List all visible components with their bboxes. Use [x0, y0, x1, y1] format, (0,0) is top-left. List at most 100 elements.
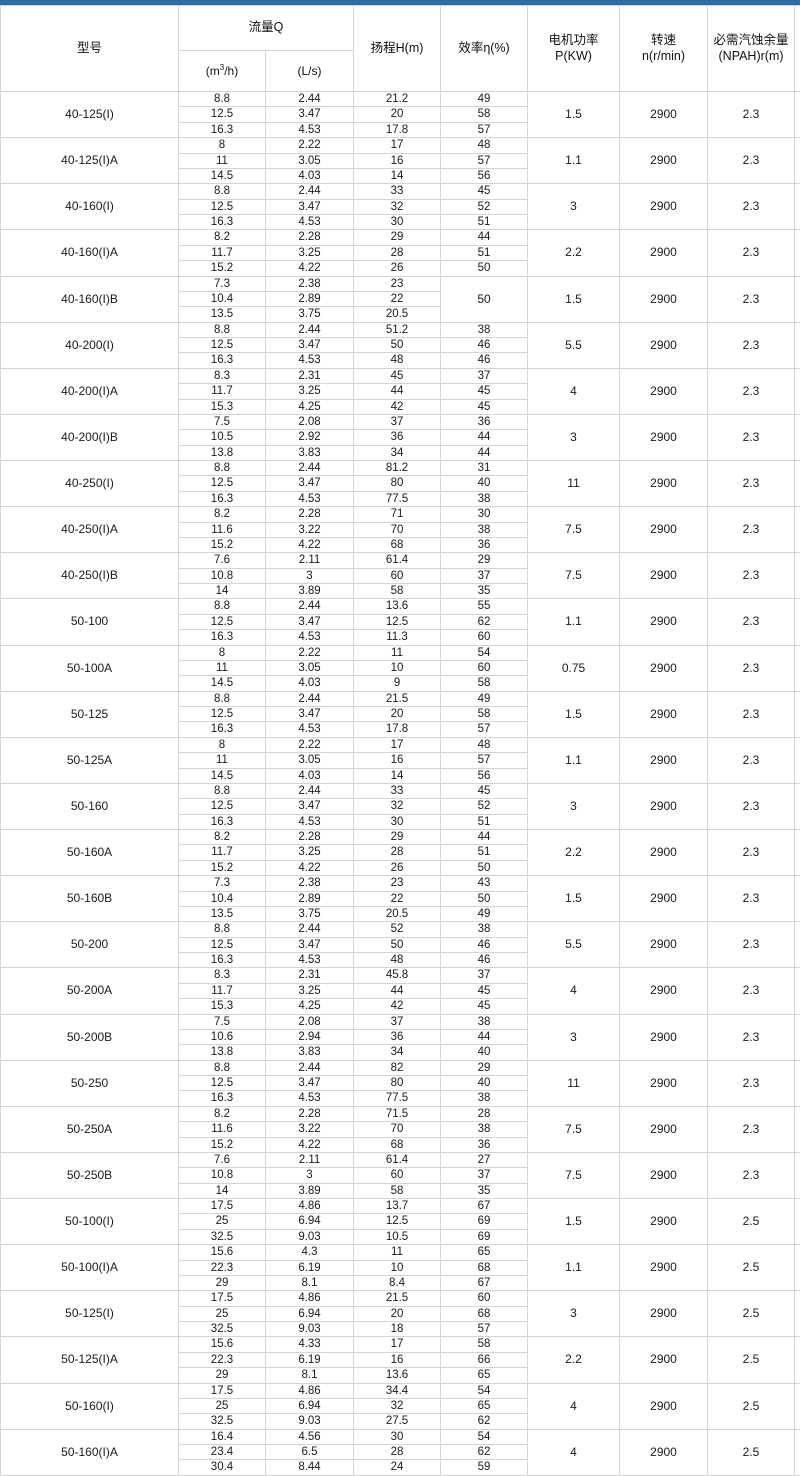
cell-head: 17 — [354, 1337, 441, 1352]
cell-efficiency: 29 — [441, 553, 528, 568]
cell-model: 50-125 — [1, 691, 179, 737]
cell-flow-ls: 2.89 — [266, 291, 354, 306]
cell-efficiency: 36 — [441, 537, 528, 552]
cell-head: 29 — [354, 230, 441, 245]
cell-weight: 116 — [795, 1106, 800, 1152]
cell-npsh: 2.3 — [708, 184, 795, 230]
cell-model: 40-200(I) — [1, 322, 179, 368]
cell-head: 33 — [354, 783, 441, 798]
cell-efficiency: 37 — [441, 368, 528, 383]
cell-flow-m3h: 15.3 — [179, 999, 266, 1014]
cell-efficiency: 38 — [441, 491, 528, 506]
cell-weight: 35 — [795, 138, 800, 184]
cell-head: 14 — [354, 768, 441, 783]
cell-weight: 65 — [795, 414, 800, 460]
cell-flow-m3h: 8 — [179, 645, 266, 660]
cell-flow-m3h: 14 — [179, 1183, 266, 1198]
cell-head: 13.7 — [354, 1199, 441, 1214]
cell-flow-ls: 3.83 — [266, 445, 354, 460]
cell-flow-ls: 3.05 — [266, 153, 354, 168]
cell-efficiency: 65 — [441, 1398, 528, 1413]
cell-power: 1.5 — [528, 691, 620, 737]
cell-npsh: 2.5 — [708, 1383, 795, 1429]
cell-flow-ls: 3.22 — [266, 1122, 354, 1137]
cell-flow-m3h: 8.8 — [179, 691, 266, 706]
cell-head: 8.4 — [354, 1275, 441, 1290]
cell-efficiency: 45 — [441, 783, 528, 798]
cell-flow-m3h: 15.2 — [179, 860, 266, 875]
cell-head: 29 — [354, 830, 441, 845]
cell-head: 34.4 — [354, 1383, 441, 1398]
cell-flow-m3h: 12.5 — [179, 614, 266, 629]
cell-flow-m3h: 12.5 — [179, 338, 266, 353]
cell-efficiency: 28 — [441, 1106, 528, 1121]
cell-efficiency: 57 — [441, 1322, 528, 1337]
cell-model: 50-100(I)A — [1, 1245, 179, 1291]
cell-flow-ls: 9.03 — [266, 1322, 354, 1337]
cell-flow-m3h: 16.4 — [179, 1429, 266, 1444]
cell-head: 45.8 — [354, 968, 441, 983]
cell-flow-m3h: 16.3 — [179, 122, 266, 137]
cell-flow-ls: 4.53 — [266, 953, 354, 968]
header-power-line2: P(KW) — [528, 49, 619, 65]
cell-power: 1.1 — [528, 1245, 620, 1291]
cell-flow-m3h: 17.5 — [179, 1199, 266, 1214]
cell-npsh: 2.5 — [708, 1429, 795, 1475]
cell-efficiency: 45 — [441, 399, 528, 414]
cell-flow-m3h: 29 — [179, 1368, 266, 1383]
cell-head: 14 — [354, 168, 441, 183]
cell-flow-m3h: 16.3 — [179, 722, 266, 737]
cell-head: 11 — [354, 1245, 441, 1260]
cell-efficiency: 37 — [441, 968, 528, 983]
cell-flow-ls: 3.47 — [266, 199, 354, 214]
cell-efficiency: 49 — [441, 906, 528, 921]
cell-flow-m3h: 7.6 — [179, 553, 266, 568]
cell-efficiency: 62 — [441, 614, 528, 629]
cell-model: 40-250(I)A — [1, 507, 179, 553]
cell-efficiency: 38 — [441, 1122, 528, 1137]
cell-flow-ls: 3.75 — [266, 307, 354, 322]
cell-efficiency: 58 — [441, 1337, 528, 1352]
cell-head: 37 — [354, 414, 441, 429]
cell-flow-m3h: 16.3 — [179, 953, 266, 968]
cell-speed: 2900 — [620, 184, 708, 230]
cell-model: 40-160(I)B — [1, 276, 179, 322]
cell-flow-m3h: 29 — [179, 1275, 266, 1290]
cell-head: 11.3 — [354, 630, 441, 645]
cell-flow-m3h: 16.3 — [179, 215, 266, 230]
cell-head: 77.5 — [354, 1091, 441, 1106]
cell-flow-m3h: 32.5 — [179, 1322, 266, 1337]
cell-flow-m3h: 12.5 — [179, 476, 266, 491]
cell-flow-m3h: 11 — [179, 753, 266, 768]
cell-efficiency: 60 — [441, 1291, 528, 1306]
cell-flow-m3h: 16.3 — [179, 491, 266, 506]
cell-weight: 43 — [795, 1199, 800, 1245]
cell-head: 68 — [354, 1137, 441, 1152]
cell-flow-m3h: 10.8 — [179, 568, 266, 583]
cell-flow-m3h: 14.5 — [179, 676, 266, 691]
cell-head: 28 — [354, 845, 441, 860]
cell-head: 48 — [354, 353, 441, 368]
cell-efficiency: 46 — [441, 353, 528, 368]
cell-model: 40-250(I) — [1, 461, 179, 507]
cell-npsh: 2.3 — [708, 507, 795, 553]
cell-head: 21.2 — [354, 92, 441, 107]
cell-efficiency: 58 — [441, 707, 528, 722]
header-npsh: 必需汽蚀余量 (NPAH)r(m) — [708, 6, 795, 92]
header-weight: 重量(kg) — [795, 6, 800, 92]
cell-efficiency: 51 — [441, 215, 528, 230]
cell-flow-ls: 3.22 — [266, 522, 354, 537]
cell-npsh: 2.3 — [708, 1152, 795, 1198]
cell-head: 37 — [354, 1014, 441, 1029]
cell-model: 50-125A — [1, 737, 179, 783]
cell-head: 60 — [354, 1168, 441, 1183]
cell-head: 10.5 — [354, 1229, 441, 1244]
cell-flow-m3h: 25 — [179, 1398, 266, 1413]
cell-speed: 2900 — [620, 691, 708, 737]
cell-flow-ls: 4.22 — [266, 537, 354, 552]
cell-flow-ls: 4.03 — [266, 168, 354, 183]
cell-flow-ls: 2.44 — [266, 184, 354, 199]
